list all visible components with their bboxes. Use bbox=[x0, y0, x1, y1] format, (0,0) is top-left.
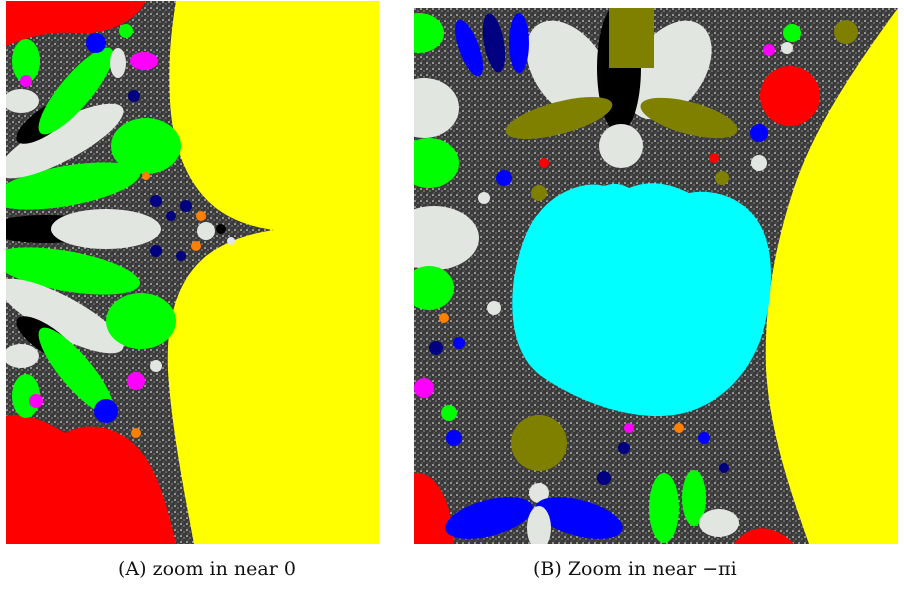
cyan-bulb bbox=[512, 183, 771, 417]
julia-set-image-b bbox=[414, 8, 898, 544]
caption-a-text: zoom in near 0 bbox=[152, 558, 296, 580]
caption-a-tag: (A) bbox=[118, 558, 147, 580]
caption-a: (A) zoom in near 0 bbox=[118, 558, 296, 580]
olive-small bbox=[834, 20, 858, 44]
panel-b-fractal bbox=[414, 8, 898, 544]
petal-flower-top bbox=[505, 8, 738, 168]
olive-bulb bbox=[511, 415, 567, 471]
yellow-basin bbox=[765, 8, 898, 544]
petal-fan-left bbox=[414, 13, 529, 310]
panel-a-fractal bbox=[6, 1, 379, 544]
yellow-basin bbox=[167, 1, 379, 544]
julia-set-image-a bbox=[6, 1, 379, 544]
red-bottom bbox=[6, 414, 176, 544]
red-corner-left bbox=[414, 472, 454, 544]
red-top bbox=[6, 1, 146, 46]
red-bulb bbox=[760, 66, 820, 126]
caption-b-tag: (B) bbox=[533, 558, 562, 580]
petal-fan bbox=[6, 39, 181, 418]
caption-b: (B) Zoom in near −πi bbox=[533, 558, 737, 580]
small-bulbs bbox=[20, 24, 235, 438]
petal-flowers-bottom bbox=[414, 341, 739, 544]
red-corner-right bbox=[734, 528, 794, 544]
caption-b-text: Zoom in near −πi bbox=[567, 558, 737, 580]
small-bulbs bbox=[439, 24, 801, 433]
